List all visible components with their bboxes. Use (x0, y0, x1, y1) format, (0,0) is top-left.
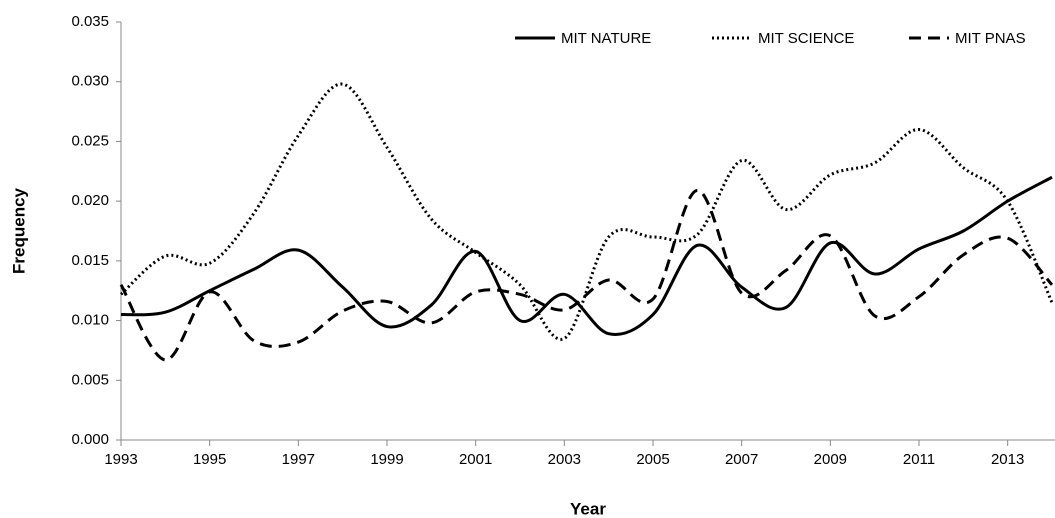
x-tick-label: 2007 (725, 451, 758, 468)
y-tick-label: 0.025 (71, 132, 109, 149)
x-tick-label: 1993 (104, 451, 137, 468)
y-tick-label: 0.010 (71, 312, 109, 329)
y-tick-label: 0.015 (71, 252, 109, 269)
x-axis-title: Year (570, 499, 606, 518)
x-tick-label: 2013 (991, 451, 1024, 468)
y-tick-label: 0.030 (71, 73, 109, 90)
x-tick-label: 2003 (548, 451, 581, 468)
y-tick-label: 0.000 (71, 431, 109, 448)
legend-label: MIT PNAS (955, 30, 1026, 47)
legend-label: MIT SCIENCE (758, 30, 854, 47)
x-tick-label: 2009 (814, 451, 847, 468)
x-tick-label: 1997 (282, 451, 315, 468)
x-tick-label: 1995 (193, 451, 226, 468)
series-line (120, 175, 1053, 336)
x-tick-label: 1999 (370, 451, 403, 468)
x-tick-label: 2001 (459, 451, 492, 468)
x-tick-label: 2011 (903, 451, 935, 468)
y-tick-label: 0.005 (71, 371, 109, 388)
series-line (119, 188, 1054, 362)
legend-label: MIT NATURE (561, 30, 651, 47)
y-tick-label: 0.035 (71, 13, 109, 30)
series-line (119, 82, 1054, 341)
y-tick-label: 0.020 (71, 192, 109, 209)
x-tick-label: 2005 (636, 451, 669, 468)
y-axis-title: Frequency (9, 187, 28, 274)
